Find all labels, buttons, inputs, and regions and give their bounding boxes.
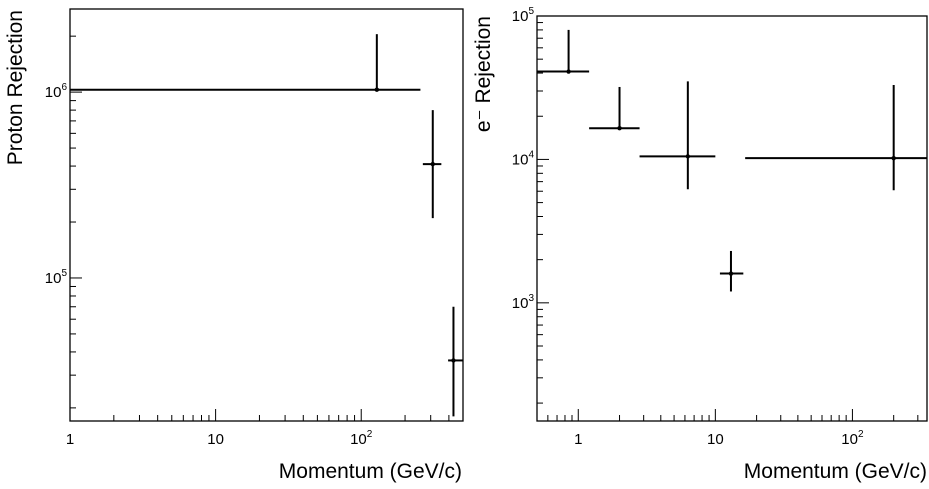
right-x-tick-label-base: 10 — [841, 431, 858, 448]
right-point-marker — [728, 271, 734, 276]
right-y-tick-label-base: 10 — [512, 151, 529, 168]
right-data-point — [537, 29, 590, 74]
right-y-axis-label: e⁻ Rejection — [472, 16, 495, 132]
left-data-points — [70, 34, 463, 417]
left-plot-frame — [69, 8, 464, 422]
left-point-marker — [374, 87, 380, 92]
left-x-tick-label: 102 — [350, 429, 373, 448]
right-y-tick-label-exp: 4 — [528, 149, 534, 160]
right-y-tick-label: 105 — [512, 6, 535, 25]
right-data-point — [745, 85, 927, 191]
left-x-tick-label: 10 — [207, 431, 224, 448]
left-y-tick-label: 106 — [45, 82, 68, 101]
right-y-tick-label-base: 10 — [512, 295, 529, 312]
left-point-marker — [451, 358, 456, 363]
left-x-tick-label-base: 10 — [207, 431, 224, 448]
right-data-points — [537, 29, 927, 292]
right-x-tick-label-exp: 2 — [858, 429, 864, 440]
left-x-axis-label: Momentum (GeV/c) — [279, 460, 462, 483]
left-ticks — [69, 35, 464, 421]
left-y-axis-label: Proton Rejection — [4, 10, 27, 165]
right-data-point — [589, 86, 640, 131]
right-x-tick-label: 1 — [574, 431, 582, 448]
left-data-point — [70, 34, 421, 92]
right-point-marker — [617, 126, 622, 131]
left-y-tick-label: 105 — [45, 268, 68, 287]
right-plot-frame — [536, 15, 928, 422]
left-y-tick-label-base: 10 — [45, 84, 62, 101]
right-y-tick-label-exp: 3 — [528, 293, 534, 304]
right-point-marker — [685, 154, 691, 159]
left-x-tick-label-exp: 2 — [367, 429, 373, 440]
right-x-tick-label: 10 — [707, 431, 724, 448]
right-data-point — [639, 81, 716, 190]
left-y-tick-label-exp: 6 — [61, 82, 67, 93]
left-y-tick-label-base: 10 — [45, 270, 62, 287]
right-y-tick-label-exp: 5 — [528, 6, 534, 17]
left-data-point — [448, 306, 463, 417]
right-x-tick-label-base: 10 — [707, 431, 724, 448]
left-data-point — [422, 110, 442, 219]
right-point-marker — [566, 69, 571, 74]
right-point-marker — [891, 155, 896, 161]
left-point-marker — [430, 161, 435, 167]
right-x-tick-label-base: 1 — [574, 431, 582, 448]
right-ticks — [536, 15, 919, 421]
right-data-point — [719, 250, 744, 292]
left-x-tick-label-base: 1 — [66, 431, 74, 448]
left-y-tick-label-exp: 5 — [61, 268, 67, 279]
right-y-tick-label: 104 — [512, 149, 535, 168]
right-y-tick-label: 103 — [512, 293, 535, 312]
right-y-tick-label-base: 10 — [512, 8, 529, 25]
left-x-tick-label-base: 10 — [350, 431, 367, 448]
right-x-axis-label: Momentum (GeV/c) — [744, 460, 927, 483]
left-x-tick-label: 1 — [66, 431, 74, 448]
right-x-tick-label: 102 — [841, 429, 864, 448]
